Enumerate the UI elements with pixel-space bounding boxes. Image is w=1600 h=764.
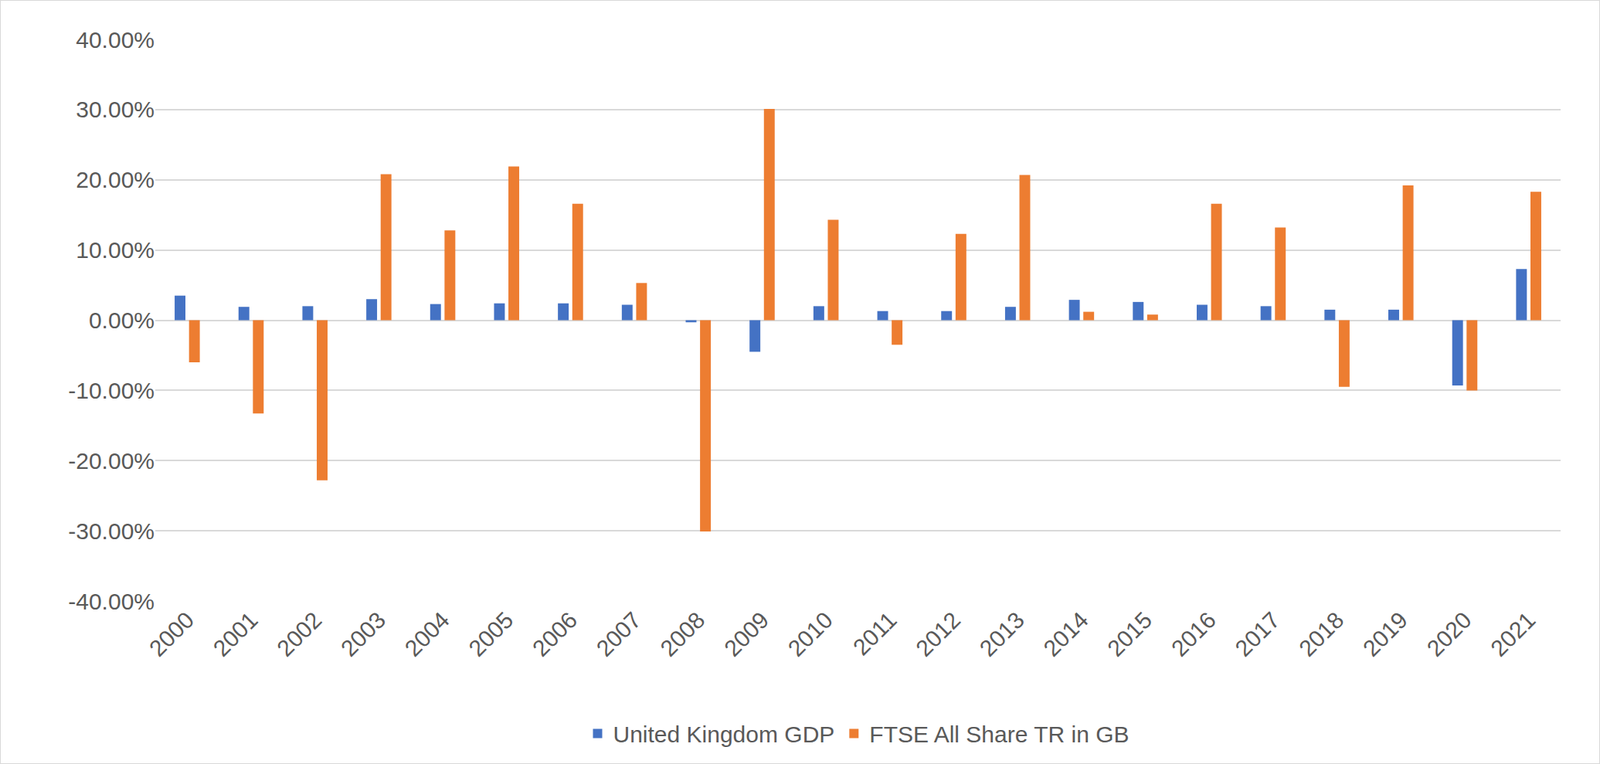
svg-text:2016: 2016	[1166, 607, 1222, 663]
svg-text:2004: 2004	[399, 607, 455, 663]
svg-text:2017: 2017	[1229, 607, 1285, 663]
svg-text:2003: 2003	[336, 607, 391, 663]
svg-text:0.00%: 0.00%	[88, 307, 155, 333]
svg-text:2020: 2020	[1421, 607, 1477, 663]
svg-text:-20.00%: -20.00%	[67, 448, 155, 474]
svg-text:2011: 2011	[848, 607, 902, 661]
svg-text:2014: 2014	[1038, 607, 1094, 663]
svg-text:2021: 2021	[1485, 607, 1541, 663]
svg-text:FTSE All Share TR in GB: FTSE All Share TR in GB	[869, 721, 1129, 748]
svg-text:-40.00%: -40.00%	[67, 588, 155, 615]
svg-text:40.00%: 40.00%	[75, 27, 155, 53]
svg-text:2008: 2008	[655, 607, 710, 663]
svg-text:2005: 2005	[463, 607, 519, 663]
svg-text:-10.00%: -10.00%	[67, 377, 155, 404]
svg-text:2013: 2013	[974, 607, 1030, 663]
svg-text:10.00%: 10.00%	[75, 237, 155, 263]
svg-text:-30.00%: -30.00%	[67, 518, 155, 544]
svg-text:United Kingdom GDP: United Kingdom GDP	[613, 721, 836, 748]
svg-text:30.00%: 30.00%	[75, 96, 155, 123]
svg-text:2019: 2019	[1358, 607, 1414, 663]
svg-text:2018: 2018	[1294, 607, 1349, 663]
svg-text:2007: 2007	[591, 607, 646, 663]
svg-text:2009: 2009	[719, 607, 775, 663]
svg-text:2006: 2006	[527, 607, 583, 663]
svg-text:20.00%: 20.00%	[75, 166, 155, 193]
svg-text:2010: 2010	[782, 607, 838, 663]
svg-text:2015: 2015	[1102, 607, 1158, 663]
svg-text:2002: 2002	[271, 607, 327, 663]
svg-text:2001: 2001	[207, 607, 263, 663]
svg-text:2000: 2000	[144, 607, 200, 663]
svg-text:2012: 2012	[910, 607, 966, 663]
